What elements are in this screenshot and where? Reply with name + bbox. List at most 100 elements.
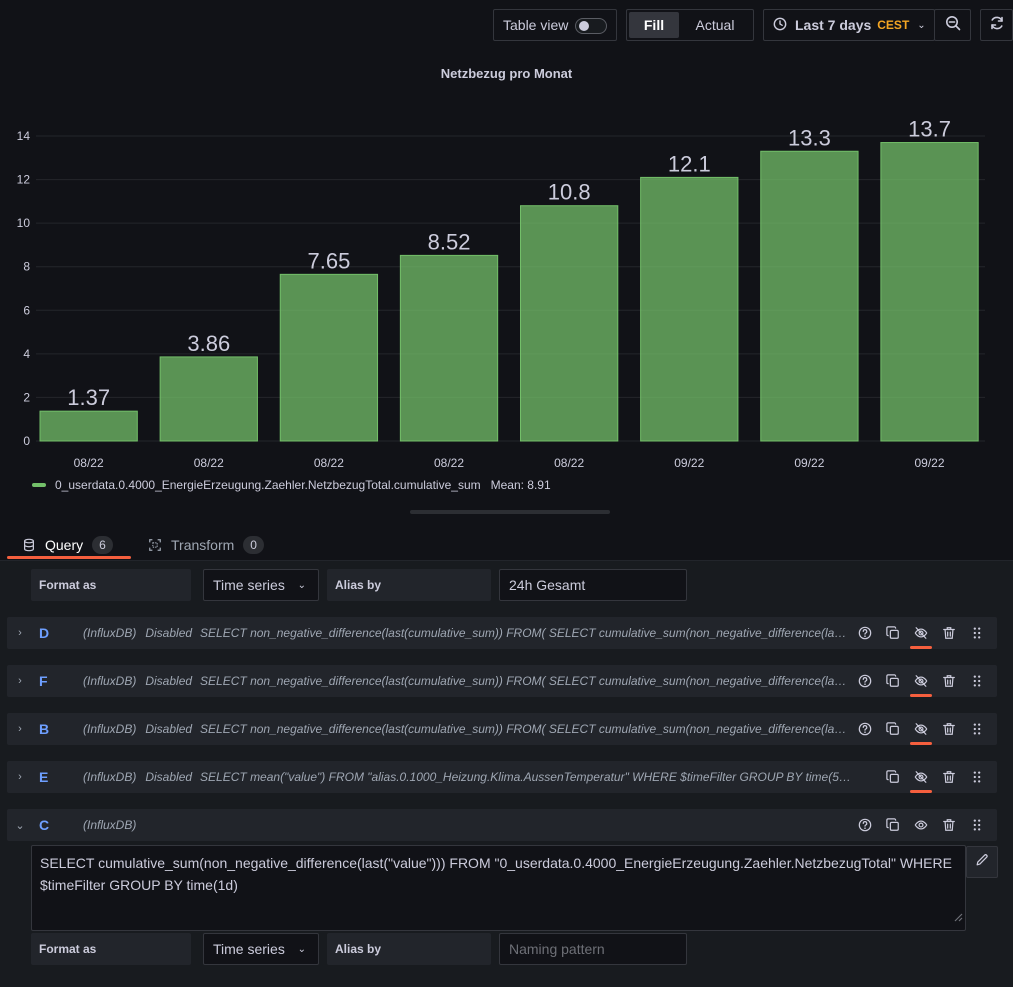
drag-handle-icon[interactable]: [963, 761, 991, 793]
panel-splitter-handle[interactable]: [410, 510, 610, 514]
query-row-c[interactable]: ⌄ C (InfluxDB): [7, 809, 997, 841]
actual-button[interactable]: Actual: [695, 17, 735, 33]
chevron-right-icon[interactable]: ›: [18, 675, 22, 687]
y-tick-label: 12: [17, 173, 31, 187]
query-row-e[interactable]: › E (InfluxDB) Disabled SELECT mean("val…: [7, 761, 997, 793]
help-icon[interactable]: [851, 617, 879, 649]
clock-icon: [773, 17, 787, 34]
refresh-button[interactable]: [980, 9, 1013, 41]
raw-query-text[interactable]: SELECT cumulative_sum(non_negative_diffe…: [40, 855, 952, 893]
query-row-d[interactable]: › D (InfluxDB) Disabled SELECT non_negat…: [7, 617, 997, 649]
drag-handle-icon[interactable]: [963, 617, 991, 649]
eye-icon[interactable]: [907, 809, 935, 841]
fill-button[interactable]: Fill: [629, 12, 679, 38]
query-ref-id[interactable]: C: [39, 817, 50, 833]
drag-handle-icon[interactable]: [963, 809, 991, 841]
x-tick-label: 08/22: [314, 456, 344, 470]
legend-swatch: [32, 483, 46, 487]
active-tab-indicator: [7, 556, 131, 559]
chevron-down-icon: ⌄: [297, 943, 306, 955]
table-view-toggle[interactable]: Table view: [493, 9, 617, 41]
bar: [279, 273, 379, 442]
toggle-editor-mode-button[interactable]: [966, 846, 998, 878]
query-ref-id[interactable]: E: [39, 769, 49, 785]
zoom-out-icon: [945, 15, 961, 36]
bar-value-label: 13.7: [908, 117, 951, 142]
trash-icon[interactable]: [935, 761, 963, 793]
y-tick-label: 0: [23, 434, 30, 448]
chevron-right-icon[interactable]: ›: [18, 771, 22, 783]
query-status: Disabled: [145, 722, 193, 736]
chart-legend[interactable]: 0_userdata.0.4000_EnergieErzeugung.Zaehl…: [32, 478, 551, 492]
trash-icon[interactable]: [935, 713, 963, 745]
y-tick-label: 4: [23, 347, 30, 361]
help-icon[interactable]: [851, 713, 879, 745]
query-status: Disabled: [145, 626, 193, 640]
query-status: Disabled: [145, 674, 193, 688]
trash-icon[interactable]: [935, 665, 963, 697]
duplicate-icon[interactable]: [879, 809, 907, 841]
eye-slash-icon[interactable]: [907, 761, 935, 793]
x-tick-label: 09/22: [794, 456, 824, 470]
query-count-badge: 6: [92, 536, 113, 554]
query-ref-id[interactable]: D: [39, 625, 50, 641]
chevron-right-icon[interactable]: ›: [18, 723, 22, 735]
panel-title: Netzbezug pro Monat: [440, 66, 573, 81]
alias-by-label: Alias by: [327, 569, 491, 601]
chevron-down-icon: ⌄: [297, 579, 306, 591]
format-as-select[interactable]: Time series ⌄: [203, 569, 319, 601]
drag-handle-icon[interactable]: [963, 713, 991, 745]
query-status: Disabled: [145, 770, 193, 784]
table-view-label: Table view: [503, 17, 569, 33]
format-as-label: Format as: [31, 569, 191, 601]
eye-slash-icon[interactable]: [907, 617, 935, 649]
y-tick-label: 2: [23, 390, 30, 404]
transform-icon: [148, 538, 162, 552]
query-ref-id[interactable]: B: [39, 721, 50, 737]
alias-by-input[interactable]: [499, 569, 687, 601]
tab-query[interactable]: Query 6: [22, 532, 113, 558]
fill-actual-radio-group: Fill Actual: [626, 9, 754, 41]
trash-icon[interactable]: [935, 617, 963, 649]
bar: [520, 205, 619, 442]
query-ref-id[interactable]: F: [39, 673, 48, 689]
alias-by-input[interactable]: [499, 933, 687, 965]
zoom-out-button[interactable]: [934, 9, 971, 41]
tab-query-label: Query: [45, 537, 84, 553]
format-as-select[interactable]: Time series ⌄: [203, 933, 319, 965]
duplicate-icon[interactable]: [879, 761, 907, 793]
resize-grip-icon[interactable]: [953, 906, 963, 928]
query-datasource: (InfluxDB): [83, 770, 137, 784]
tab-transform[interactable]: Transform 0: [148, 532, 264, 558]
transform-count-badge: 0: [243, 536, 264, 554]
eye-slash-icon[interactable]: [907, 665, 935, 697]
eye-slash-icon[interactable]: [907, 713, 935, 745]
x-tick-label: 08/22: [434, 456, 464, 470]
help-icon[interactable]: [851, 809, 879, 841]
bar-value-label: 3.86: [187, 331, 230, 356]
trash-icon[interactable]: [935, 809, 963, 841]
bar-value-label: 13.3: [788, 125, 831, 150]
bar-value-label: 8.52: [428, 229, 471, 254]
x-tick-label: 09/22: [915, 456, 945, 470]
help-icon[interactable]: [851, 665, 879, 697]
format-as-value: Time series: [213, 577, 285, 593]
chevron-right-icon[interactable]: ›: [18, 627, 22, 639]
query-text-preview: SELECT mean("value") FROM "alias.0.1000_…: [200, 770, 853, 784]
duplicate-icon[interactable]: [879, 665, 907, 697]
duplicate-icon[interactable]: [879, 713, 907, 745]
query-row-b[interactable]: › B (InfluxDB) Disabled SELECT non_negat…: [7, 713, 997, 745]
duplicate-icon[interactable]: [879, 617, 907, 649]
bar-value-label: 12.1: [668, 151, 711, 176]
bar: [880, 142, 979, 442]
time-range-picker[interactable]: Last 7 days CEST ⌄: [763, 9, 935, 41]
query-row-f[interactable]: › F (InfluxDB) Disabled SELECT non_negat…: [7, 665, 997, 697]
chevron-down-icon[interactable]: ⌄: [15, 819, 25, 832]
query-text-preview: SELECT non_negative_difference(last(cumu…: [200, 674, 853, 688]
legend-series-name[interactable]: 0_userdata.0.4000_EnergieErzeugung.Zaehl…: [55, 478, 481, 492]
database-icon: [22, 538, 36, 552]
drag-handle-icon[interactable]: [963, 665, 991, 697]
bar: [760, 150, 859, 442]
raw-query-editor[interactable]: SELECT cumulative_sum(non_negative_diffe…: [31, 845, 966, 931]
table-view-switch[interactable]: [575, 18, 607, 34]
